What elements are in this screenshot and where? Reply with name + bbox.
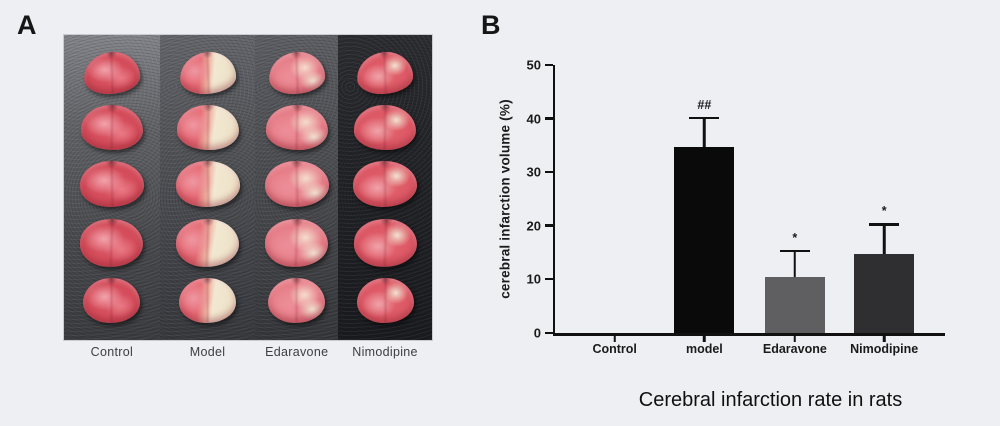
- y-tick-label: 30: [526, 164, 541, 180]
- bar-nimodipine: [854, 253, 915, 333]
- brain-slice: [79, 217, 145, 268]
- photo-column-edaravone: [255, 35, 339, 340]
- brain-slice: [83, 51, 141, 96]
- y-tick-label: 50: [526, 57, 541, 73]
- panel-b-label: B: [481, 10, 501, 40]
- y-axis-tick: [545, 277, 553, 281]
- photo-column-label: Nimodipine: [352, 345, 418, 359]
- y-tick-label: 40: [526, 111, 541, 127]
- brain-slices-photo: [64, 35, 432, 340]
- y-axis-tick: [545, 117, 553, 120]
- brain-slice: [268, 277, 326, 323]
- y-axis-tick: [545, 170, 553, 174]
- significance-label: *: [792, 230, 798, 245]
- bar-model: [674, 147, 735, 333]
- photo-column-nimodipine: [338, 35, 432, 340]
- significance-label: *: [881, 204, 887, 219]
- y-axis-tick: [545, 224, 553, 227]
- brain-slice: [264, 160, 330, 209]
- x-category-label: Edaravone: [762, 342, 827, 356]
- x-axis-tick: [882, 333, 886, 342]
- y-tick-label: 10: [526, 271, 541, 287]
- y-tick-label: 20: [526, 218, 541, 234]
- photo-column-label: Model: [189, 345, 226, 359]
- brain-slice: [79, 160, 145, 209]
- photo-column-model: [159, 35, 256, 340]
- photo-column-label: Edaravone: [265, 345, 329, 359]
- brain-slice: [176, 104, 239, 151]
- brain-slice: [175, 160, 240, 209]
- bar-chart-plot-area: 0 10 20 30 40 50 Control ## model * Edaravone * Nimo…: [527, 59, 945, 356]
- error-bar-cap: [869, 223, 900, 226]
- photo-column-label: Control: [90, 345, 134, 359]
- y-axis-tick: [545, 331, 553, 334]
- x-category-label: model: [685, 342, 723, 356]
- x-axis-tick: [793, 333, 797, 342]
- y-axis-title: cerebral infarction volume (%): [497, 99, 513, 299]
- brain-slice: [352, 217, 418, 268]
- brain-slice: [83, 277, 141, 323]
- x-category-label: Control: [592, 342, 637, 356]
- brain-slice: [353, 104, 417, 151]
- bar-edaravone: [764, 276, 825, 333]
- error-bar-cap: [779, 249, 810, 253]
- photo-column-labels: Control Model Edaravone Nimodipine: [64, 345, 432, 359]
- brain-slice: [352, 160, 418, 209]
- chart-title: Cerebral infarction rate in rats: [638, 389, 903, 411]
- error-bar-cap: [689, 116, 720, 120]
- brain-slice: [356, 277, 414, 323]
- brain-slice: [178, 51, 237, 96]
- brain-slice: [175, 217, 240, 268]
- brain-slice: [80, 104, 144, 151]
- x-axis-tick: [613, 333, 616, 342]
- x-axis-tick: [703, 333, 706, 342]
- error-bar: [703, 119, 706, 148]
- error-bar: [882, 225, 886, 254]
- brain-slice: [264, 217, 330, 268]
- significance-label: ##: [697, 97, 712, 112]
- photo-column-control: [64, 35, 160, 340]
- x-category-label: Nimodipine: [850, 342, 919, 356]
- brain-slice: [179, 277, 236, 323]
- brain-slice: [265, 104, 329, 151]
- y-axis-tick: [545, 63, 553, 66]
- brain-slice: [356, 51, 414, 96]
- panel-a-label: A: [17, 10, 37, 40]
- y-tick-label: 0: [533, 325, 541, 341]
- brain-slice: [268, 51, 326, 96]
- error-bar: [793, 252, 797, 277]
